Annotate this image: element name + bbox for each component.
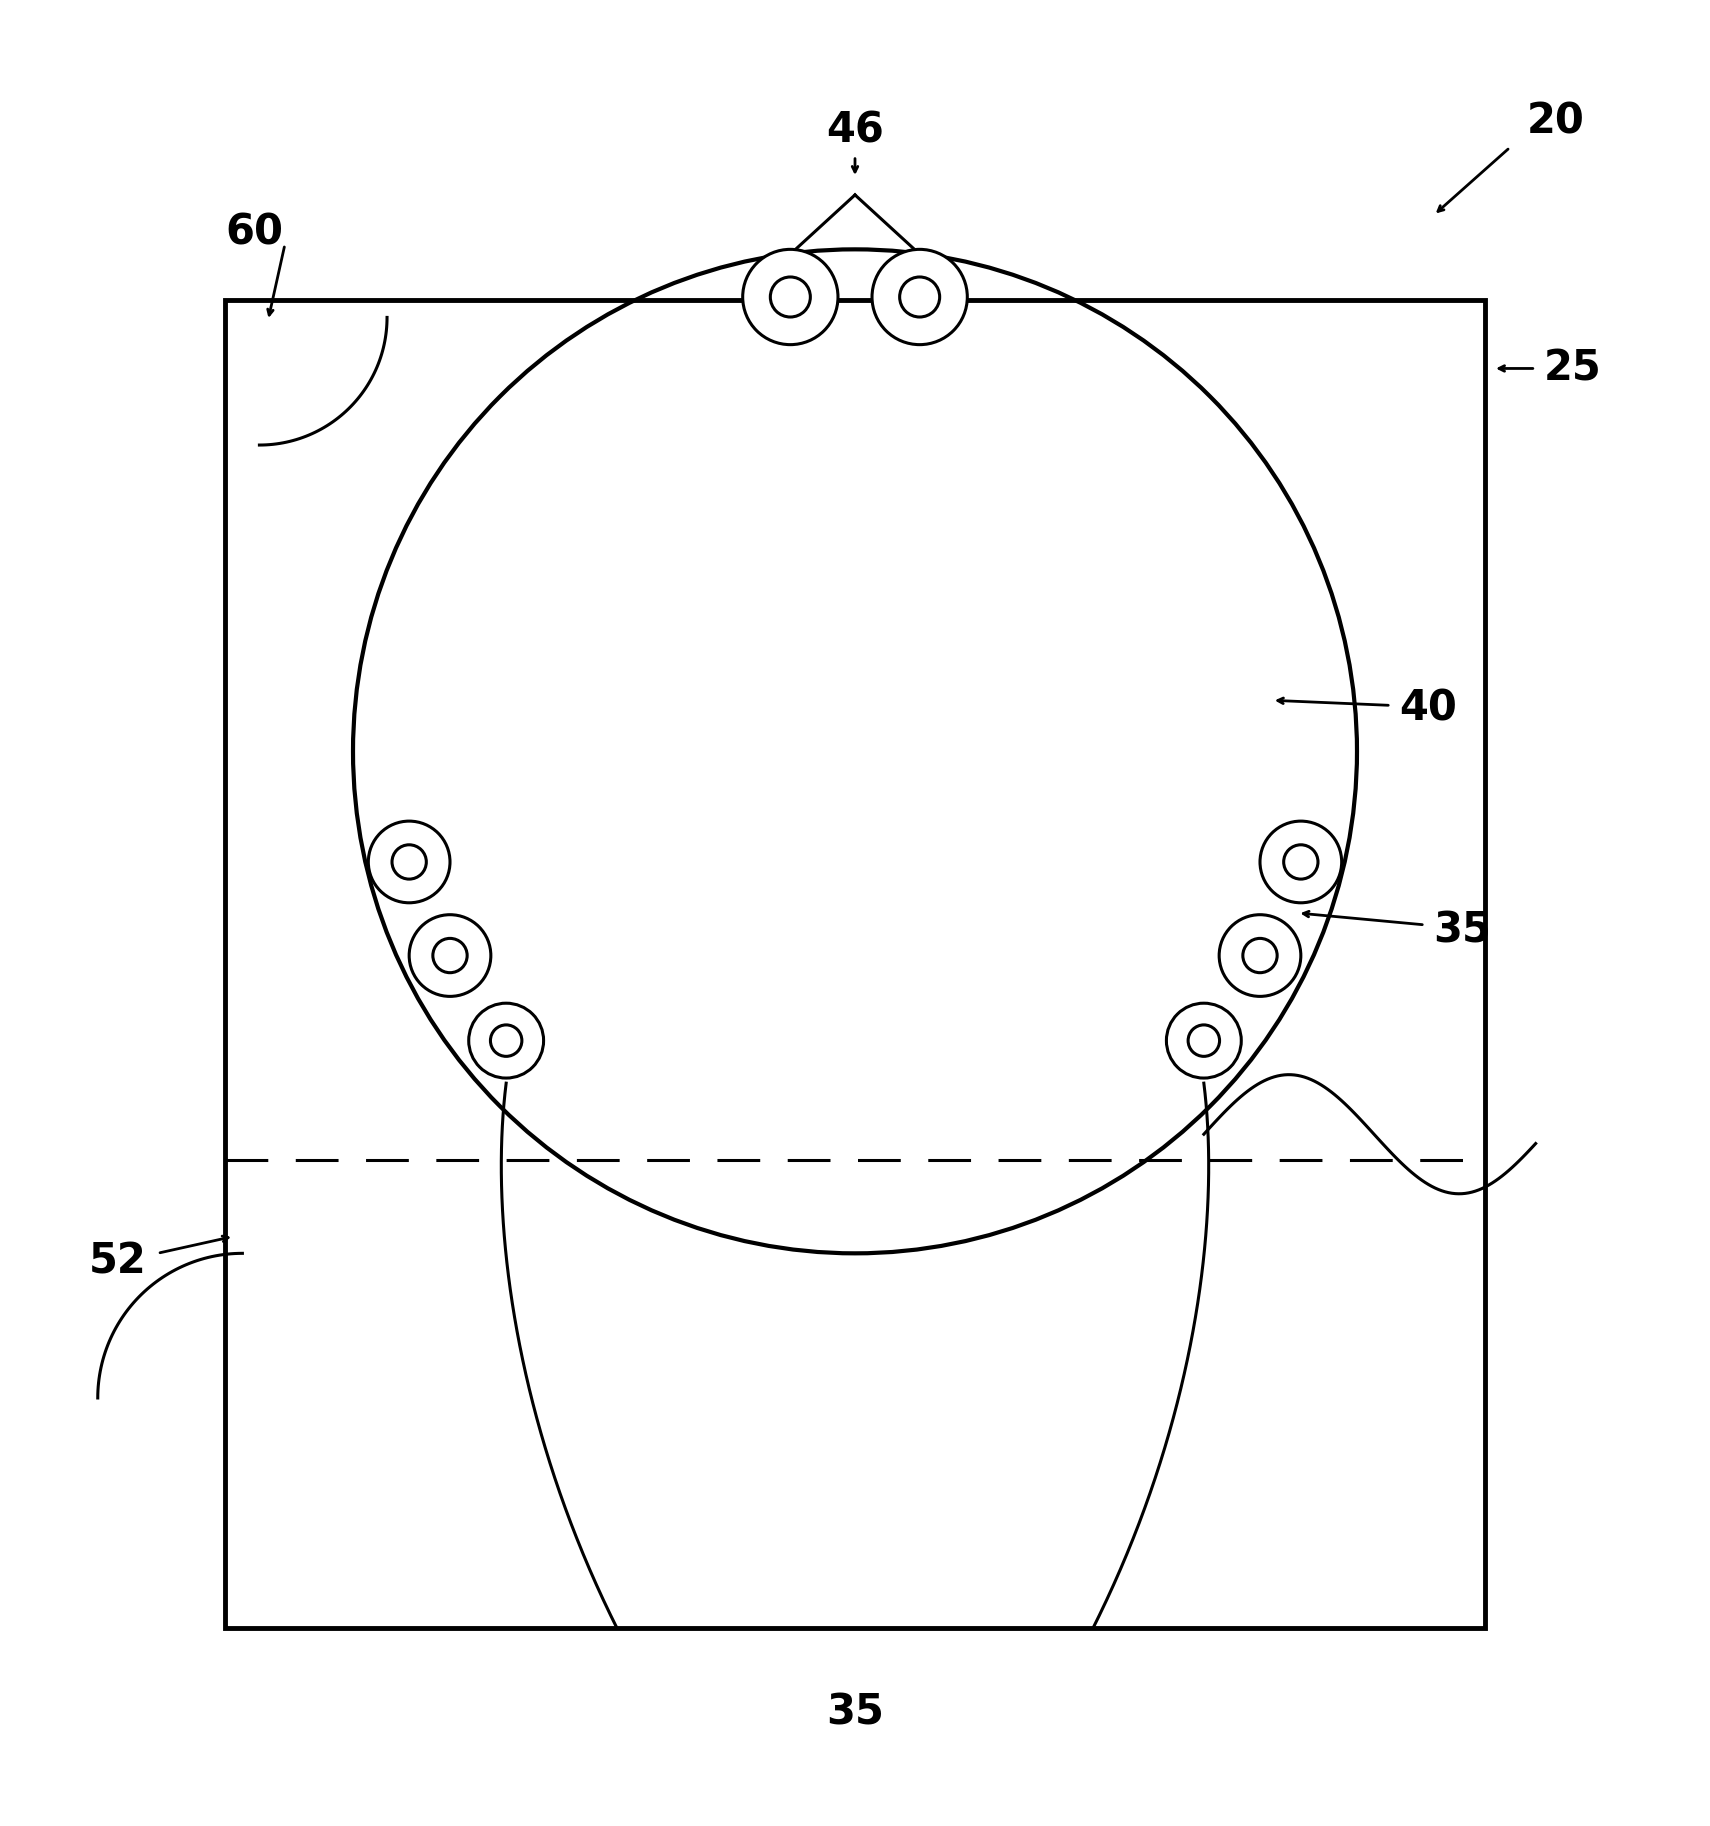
Text: 25: 25	[1544, 347, 1602, 389]
Circle shape	[1188, 1024, 1219, 1057]
Circle shape	[742, 250, 838, 345]
Text: 52: 52	[89, 1242, 147, 1284]
Circle shape	[491, 1024, 522, 1057]
Text: 20: 20	[1527, 100, 1585, 142]
Circle shape	[1219, 915, 1301, 997]
Circle shape	[1166, 1002, 1241, 1077]
Circle shape	[368, 822, 450, 902]
Circle shape	[1243, 939, 1277, 973]
Circle shape	[770, 278, 811, 318]
Text: 35: 35	[826, 1691, 884, 1733]
Circle shape	[392, 845, 426, 878]
Text: 40: 40	[1399, 688, 1457, 730]
Circle shape	[899, 278, 941, 318]
Circle shape	[469, 1002, 544, 1077]
Circle shape	[872, 250, 968, 345]
Text: 46: 46	[826, 110, 884, 152]
Bar	[226, 301, 1484, 1627]
Circle shape	[433, 939, 467, 973]
Circle shape	[1260, 822, 1342, 902]
Circle shape	[409, 915, 491, 997]
Text: 60: 60	[226, 212, 284, 254]
Circle shape	[1284, 845, 1318, 878]
Text: 35: 35	[1433, 909, 1491, 951]
